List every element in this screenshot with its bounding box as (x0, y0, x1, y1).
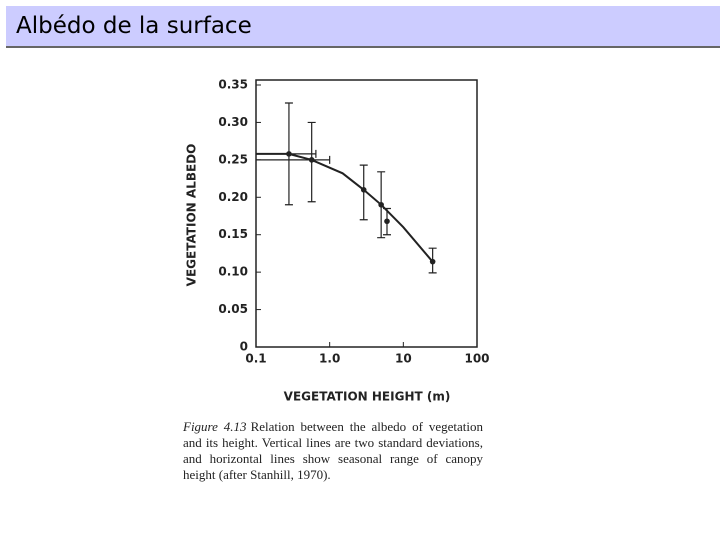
caption-label: Figure 4.13 (183, 419, 247, 434)
y-tick-label: 0.10 (218, 265, 248, 279)
y-tick-label: 0.05 (218, 302, 248, 316)
range-bar (256, 155, 331, 164)
y-tick-label: 0.30 (218, 115, 248, 129)
caption: Figure 4.13 Relation between the albedo o… (183, 419, 483, 483)
data-point (384, 218, 390, 225)
y-axis-title: VEGETATION ALBEDO (185, 144, 199, 287)
x-tick-label: 10 (395, 352, 412, 366)
y-tick-label: 0.15 (218, 227, 248, 241)
x-tick-label: 100 (464, 352, 489, 366)
data-point (429, 258, 436, 265)
data-point (360, 187, 367, 193)
data-point (378, 201, 384, 208)
y-tick-label: 0.25 (218, 152, 248, 166)
data-point (286, 151, 292, 157)
y-tick-label: 0.35 (218, 78, 248, 92)
y-tick-label: 0 (240, 340, 248, 354)
x-tick-label: 1.0 (319, 352, 340, 366)
caption-text: Relation between the albedo of vegetatio… (183, 419, 483, 482)
data-point (308, 157, 315, 163)
plot-frame (255, 79, 478, 348)
title-bar: Albédo de la surface (6, 6, 720, 48)
fit-curve (256, 152, 434, 263)
y-tick-label: 0.20 (218, 190, 248, 204)
x-tick-label: 0.1 (245, 352, 266, 366)
range-bar (256, 149, 317, 158)
x-axis-title: VEGETATION HEIGHT (m) (284, 390, 451, 404)
slide-title: Albédo de la surface (16, 13, 252, 39)
